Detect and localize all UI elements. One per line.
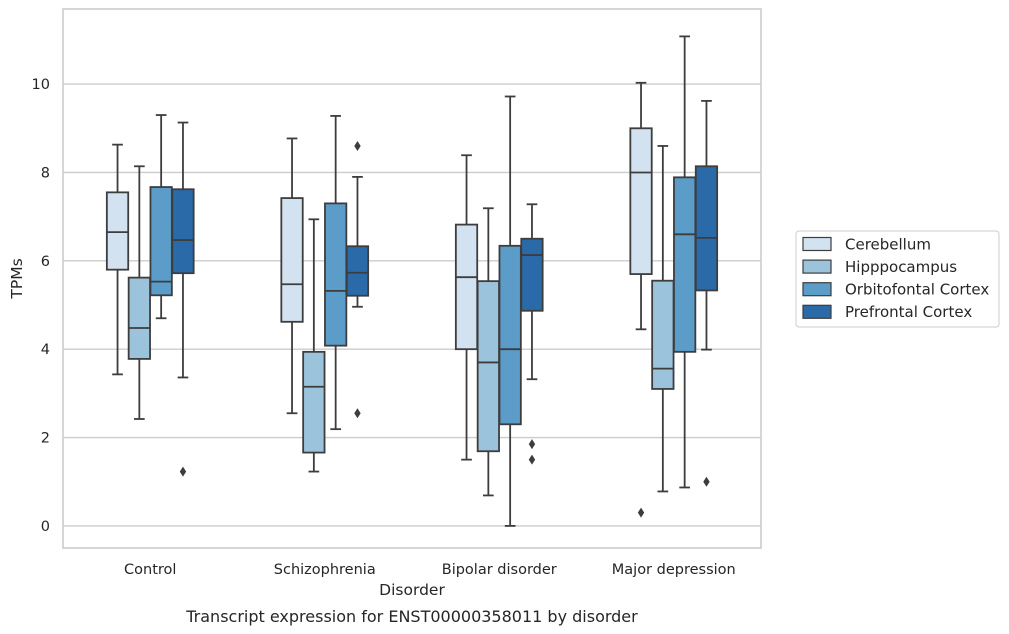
box-group [651,145,675,493]
legend-label: Prefrontal Cortex [845,303,972,321]
box-iqr [105,191,130,271]
outlier-point [703,476,710,487]
box-group [127,165,151,420]
legend-item: Orbitofontal Cortex [802,281,989,299]
box-group [105,143,130,376]
legend-frame [795,230,1000,328]
box-group [629,81,653,518]
y-tick-label: 2 [41,431,50,447]
legend-swatch [802,282,832,297]
box-iqr [171,188,195,275]
box-group [280,137,304,415]
plot-frame [62,8,762,549]
box-group [345,140,370,419]
outlier-point [528,439,536,450]
y-tick-label: 10 [32,77,50,93]
outlier-point [637,507,645,518]
y-tick-labels: 0 2 4 6 8 10 [32,77,50,535]
box-iqr [345,245,370,297]
box-iqr [454,223,479,351]
box-group [454,154,479,461]
y-tick-label: 0 [41,519,50,535]
legend-label: Orbitofontal Cortex [845,281,989,299]
x-tick-label: Major depression [612,562,736,578]
legend-label: Hipppocampus [845,258,957,276]
legend: Cerebellum Hipppocampus Orbitofontal Corte… [795,230,1000,328]
box-iqr [324,202,348,347]
legend-item: Prefrontal Cortex [802,303,972,321]
box-iqr [520,237,544,312]
box-iqr [629,127,653,275]
box-iqr [673,176,697,353]
box-iqr [127,276,151,360]
figure-caption: Transcript expression for ENST0000035801… [185,607,638,626]
legend-swatch [802,236,832,252]
y-tick-label: 6 [41,254,50,270]
box-iqr [476,280,500,453]
box-group [171,121,195,477]
y-tick-label: 8 [41,165,50,181]
x-tick-label: Bipolar disorder [442,562,557,578]
legend-item: Hipppocampus [802,258,957,276]
y-axis-label: TPMs [8,258,26,299]
box-iqr [280,197,304,323]
box-iqr [302,350,326,454]
x-tick-label: Schizophrenia [274,562,376,578]
box-group [498,95,522,527]
legend-swatch [802,304,832,319]
legend-label: Cerebellum [845,235,931,253]
x-tick-labels: Control Schizophrenia Bipolar disorder Majo… [124,562,736,578]
outlier-point [528,454,536,465]
legend-item: Cerebellum [802,235,931,253]
box-iqr [651,279,675,390]
outlier-point [179,466,187,477]
legend-swatch [802,259,832,274]
box-iqr [694,165,719,292]
box-group [694,99,719,487]
plot-background [63,9,761,548]
outlier-point [354,408,361,419]
box-group [673,35,697,489]
box-groups [105,35,719,527]
box-iqr [498,244,522,426]
x-tick-label: Control [124,562,176,578]
box-group [520,203,544,465]
box-group [302,218,326,473]
outlier-point [354,140,361,151]
x-axis-label: Disorder [379,581,445,599]
box-iqr [149,186,173,297]
y-tick-label: 4 [41,342,50,358]
